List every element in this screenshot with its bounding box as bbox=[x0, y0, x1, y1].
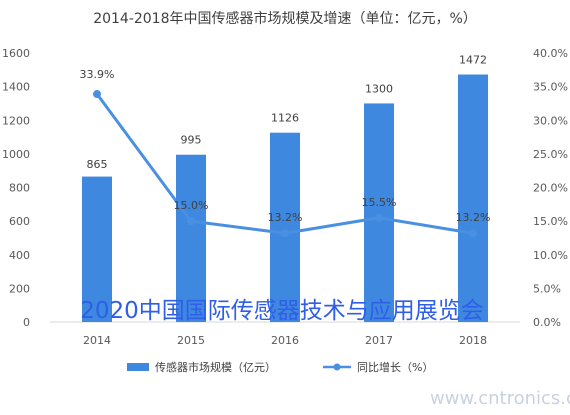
bar bbox=[176, 154, 206, 322]
growth-value-label: 15.0% bbox=[174, 199, 209, 212]
right-tick-label: 15.0% bbox=[533, 215, 568, 228]
right-tick-label: 25.0% bbox=[533, 148, 568, 161]
left-tick-label: 800 bbox=[9, 182, 30, 195]
left-tick-label: 1200 bbox=[2, 114, 30, 127]
left-tick-label: 600 bbox=[9, 215, 30, 228]
growth-point bbox=[187, 217, 195, 226]
x-tick-label: 2018 bbox=[459, 334, 487, 347]
chart-title: 2014-2018年中国传感器市场规模及增速（单位：亿元，%） bbox=[93, 10, 477, 27]
right-tick-label: 5.0% bbox=[533, 282, 561, 295]
x-tick-label: 2015 bbox=[177, 334, 205, 347]
legend-line-label: 同比增长（%） bbox=[357, 360, 433, 374]
growth-point bbox=[375, 213, 383, 222]
bar bbox=[458, 74, 488, 323]
left-axis-ticks: 0 200 400 600 800 1000 1200 1400 1600 bbox=[2, 47, 30, 329]
left-tick-label: 1600 bbox=[2, 47, 30, 60]
left-tick-label: 1000 bbox=[2, 148, 30, 161]
bar-data-labels: 865 995 1126 1300 1472 bbox=[87, 54, 488, 171]
legend-line-marker bbox=[333, 363, 341, 371]
growth-value-label: 13.2% bbox=[456, 211, 491, 224]
legend-bar-swatch bbox=[127, 363, 149, 371]
legend: 传感器市场规模（亿元） 同比增长（%） bbox=[127, 360, 433, 374]
line-series bbox=[93, 90, 477, 238]
right-tick-label: 10.0% bbox=[533, 249, 568, 262]
left-tick-label: 0 bbox=[23, 316, 30, 329]
right-tick-label: 30.0% bbox=[533, 114, 568, 127]
right-axis-ticks: 0.0% 5.0% 10.0% 15.0% 20.0% 25.0% 30.0% 35.0% 40… bbox=[533, 47, 568, 329]
bar-value-label: 1472 bbox=[459, 54, 487, 67]
right-tick-label: 35.0% bbox=[533, 81, 568, 94]
growth-value-label: 13.2% bbox=[268, 211, 303, 224]
watermark-text: 2020中国国际传感器技术与应用展览会 bbox=[80, 298, 484, 324]
left-tick-label: 400 bbox=[9, 249, 30, 262]
right-tick-label: 40.0% bbox=[533, 47, 568, 60]
watermark-site: www.cntronics.com bbox=[430, 388, 570, 409]
line-data-labels: 33.9% 15.0% 13.2% 15.5% 13.2% bbox=[80, 68, 491, 224]
bar-value-label: 865 bbox=[87, 158, 108, 171]
growth-point bbox=[281, 229, 289, 238]
left-tick-label: 1400 bbox=[2, 81, 30, 94]
bar-value-label: 1126 bbox=[271, 112, 299, 125]
bar-series bbox=[82, 74, 488, 323]
bar bbox=[82, 176, 112, 322]
growth-value-label: 33.9% bbox=[80, 68, 115, 81]
bar-value-label: 1300 bbox=[365, 82, 393, 95]
bar bbox=[270, 132, 300, 322]
bar bbox=[364, 103, 394, 322]
x-tick-label: 2014 bbox=[83, 334, 111, 347]
bar-value-label: 995 bbox=[181, 134, 202, 147]
right-tick-label: 20.0% bbox=[533, 182, 568, 195]
x-tick-label: 2017 bbox=[365, 334, 393, 347]
x-tick-label: 2016 bbox=[271, 334, 299, 347]
growth-point bbox=[93, 90, 101, 99]
legend-bar-label: 传感器市场规模（亿元） bbox=[155, 360, 276, 374]
left-tick-label: 200 bbox=[9, 282, 30, 295]
growth-value-label: 15.5% bbox=[362, 196, 397, 209]
growth-point bbox=[469, 229, 477, 238]
right-tick-label: 0.0% bbox=[533, 316, 561, 329]
x-axis-ticks: 2014 2015 2016 2017 2018 bbox=[83, 334, 487, 347]
